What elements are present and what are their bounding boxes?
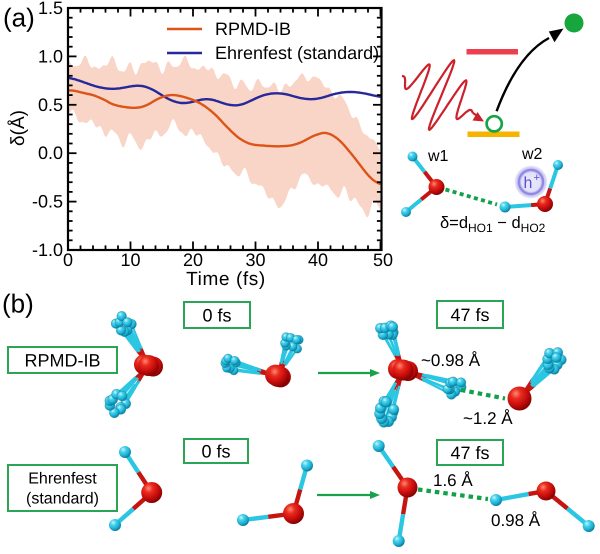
- svg-text:1.0: 1.0: [38, 46, 63, 66]
- svg-text:10: 10: [120, 250, 140, 270]
- svg-text:40: 40: [308, 250, 328, 270]
- svg-text:+: +: [534, 172, 540, 184]
- svg-text:δ(Å): δ(Å): [7, 110, 29, 146]
- svg-text:50: 50: [373, 250, 393, 270]
- svg-text:30: 30: [245, 250, 265, 270]
- svg-text:(standard): (standard): [26, 491, 99, 508]
- svg-text:0 fs: 0 fs: [202, 305, 231, 325]
- svg-text:Ehrenfest: Ehrenfest: [28, 471, 97, 488]
- svg-text:0 fs: 0 fs: [201, 441, 230, 461]
- svg-text:0: 0: [63, 250, 73, 270]
- svg-text:(a): (a): [3, 3, 35, 33]
- svg-text:w1: w1: [427, 148, 449, 165]
- svg-text:RPMD-IB: RPMD-IB: [25, 350, 101, 370]
- svg-text:0.98 Å: 0.98 Å: [491, 511, 541, 530]
- svg-text:20: 20: [183, 250, 203, 270]
- svg-text:-0.5: -0.5: [32, 192, 63, 212]
- svg-text:47 fs: 47 fs: [450, 443, 489, 463]
- svg-text:h: h: [524, 175, 533, 192]
- svg-text:w2: w2: [521, 146, 543, 163]
- svg-text:δ=dHO1 − dHO2: δ=dHO1 − dHO2: [440, 214, 546, 235]
- svg-text:RPMD-IB: RPMD-IB: [215, 19, 291, 39]
- svg-text:~1.2 Å: ~1.2 Å: [463, 409, 513, 428]
- svg-text:47 fs: 47 fs: [450, 305, 489, 325]
- svg-text:Time (fs): Time (fs): [186, 269, 266, 290]
- svg-text:0.5: 0.5: [38, 95, 63, 115]
- svg-text:1.6 Å: 1.6 Å: [433, 471, 473, 490]
- svg-text:0.0: 0.0: [38, 143, 63, 163]
- svg-text:~0.98 Å: ~0.98 Å: [421, 351, 481, 370]
- svg-text:1.5: 1.5: [38, 0, 63, 18]
- svg-text:-1.0: -1.0: [32, 240, 63, 260]
- svg-text:(b): (b): [2, 289, 34, 319]
- svg-text:Ehrenfest (standard): Ehrenfest (standard): [215, 43, 379, 63]
